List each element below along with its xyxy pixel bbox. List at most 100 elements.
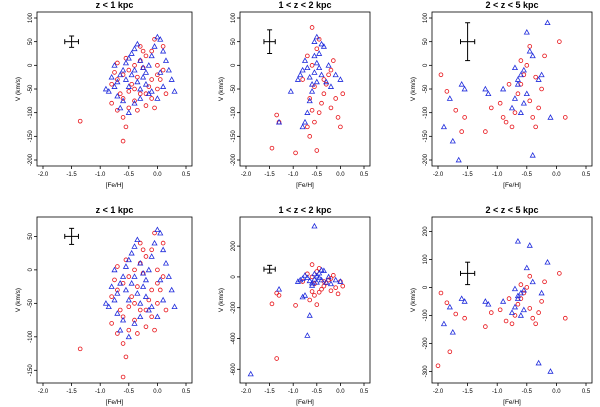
data-point-triangle [140, 64, 147, 71]
data-point-circle [143, 324, 149, 330]
data-point-triangle [120, 273, 127, 279]
data-point-triangle [117, 326, 124, 333]
data-point-circle [135, 108, 140, 113]
data-point-triangle [304, 64, 311, 71]
y-tick-label: -50 [28, 298, 34, 307]
data-point-triangle [117, 104, 124, 111]
data-point-triangle [520, 99, 527, 106]
data-point-triangle [122, 263, 130, 269]
data-point-triangle [306, 73, 313, 80]
data-point-triangle [137, 300, 144, 306]
data-point-triangle [140, 283, 147, 289]
x-tick-label: -0.5 [124, 389, 135, 395]
panel-title: 1 < z < 2 kpc [278, 205, 331, 215]
data-point-circle [132, 317, 137, 323]
data-point-triangle [458, 81, 465, 87]
data-point-triangle [514, 237, 521, 244]
data-point-triangle [157, 276, 164, 283]
data-point-circle [129, 294, 134, 299]
data-point-circle [126, 304, 132, 309]
y-tick-label: -600 [231, 363, 237, 376]
data-point-circle [137, 91, 143, 97]
data-point-circle [447, 349, 453, 355]
y-tick-label: 200 [231, 240, 237, 251]
y-axis-label: V (km/s) [410, 77, 417, 101]
data-point-circle [527, 273, 533, 279]
data-point-circle [488, 310, 494, 315]
data-point-circle [126, 67, 132, 73]
panel-6: 2 < z < 5 kpc -2.0 -1.5 -1.0 -0.5 0.0 0.5 -300 -… [410, 205, 593, 406]
data-point-circle [157, 77, 163, 82]
y-tick-label: 0 [423, 285, 429, 289]
data-point-triangle [120, 66, 127, 73]
x-tick-label: 0.0 [153, 172, 162, 178]
data-point-triangle [128, 280, 135, 286]
data-point-circle [155, 63, 160, 68]
data-point-circle [533, 321, 538, 327]
data-point-circle [536, 310, 541, 315]
y-tick-label: -50 [423, 84, 429, 93]
y-tick-label: 50 [28, 232, 34, 239]
y-tick-label: -200 [231, 153, 237, 166]
data-point-triangle [120, 316, 127, 323]
panel-3: 2 < z < 5 kpc -2.0 -1.5 -1.0 -0.5 0.0 0.5 -200 -… [410, 0, 593, 189]
y-tick-label: -200 [423, 337, 429, 350]
data-point-triangle [137, 85, 144, 92]
data-point-circle [115, 60, 120, 66]
data-point-triangle [304, 109, 311, 115]
x-axis-label: [Fe/H] [106, 182, 124, 189]
data-point-circle [509, 124, 515, 130]
data-point-triangle [514, 292, 521, 299]
data-point-circle [518, 282, 524, 287]
data-point-triangle [449, 328, 456, 335]
data-point-triangle [131, 66, 138, 73]
data-point-triangle [160, 47, 167, 54]
data-point-triangle [128, 71, 135, 78]
data-point-circle [305, 53, 310, 59]
data-point-triangle [458, 295, 465, 301]
data-point-circle [333, 96, 338, 101]
data-point-circle [155, 72, 160, 78]
y-tick-label: 0 [28, 63, 34, 67]
y-tick-label: 100 [423, 254, 429, 265]
y-tick-label: 50 [423, 38, 429, 45]
data-point-triangle [140, 73, 147, 80]
data-point-circle [512, 313, 518, 318]
data-point-circle [328, 67, 334, 73]
data-point-circle [539, 299, 544, 304]
data-point-circle [483, 129, 488, 134]
data-point-circle [309, 63, 315, 68]
data-point-triangle [511, 303, 519, 310]
x-tick-label: -0.5 [522, 389, 533, 395]
data-point-triangle [275, 285, 283, 292]
data-point-triangle [108, 283, 115, 289]
data-point-triangle [160, 296, 167, 303]
data-point-circle [557, 39, 562, 44]
data-point-circle [307, 134, 313, 139]
data-point-triangle [313, 279, 320, 285]
data-point-triangle [154, 313, 161, 320]
data-point-circle [309, 25, 315, 30]
data-point-triangle [160, 246, 167, 253]
data-point-circle [160, 274, 166, 279]
data-point-triangle [514, 76, 521, 82]
y-tick-label: 100 [423, 12, 429, 23]
data-point-triangle [318, 40, 325, 47]
data-point-circle [312, 293, 317, 298]
y-axis-label: V (km/s) [15, 77, 22, 101]
data-point-triangle [323, 78, 330, 85]
data-point-triangle [311, 275, 318, 282]
data-point-triangle [145, 90, 152, 97]
x-tick-label: 0.0 [336, 172, 345, 178]
x-tick-label: -1.5 [462, 389, 473, 395]
x-tick-label: -1.0 [95, 172, 106, 178]
data-point-circle [557, 271, 562, 276]
data-point-triangle [297, 71, 304, 78]
data-point-circle [506, 81, 512, 87]
data-point-circle [137, 240, 143, 246]
data-point-triangle [449, 137, 456, 144]
data-point-triangle [145, 266, 152, 273]
y-tick-label: -200 [423, 153, 429, 166]
data-point-triangle [142, 81, 150, 87]
data-point-triangle [316, 64, 323, 71]
